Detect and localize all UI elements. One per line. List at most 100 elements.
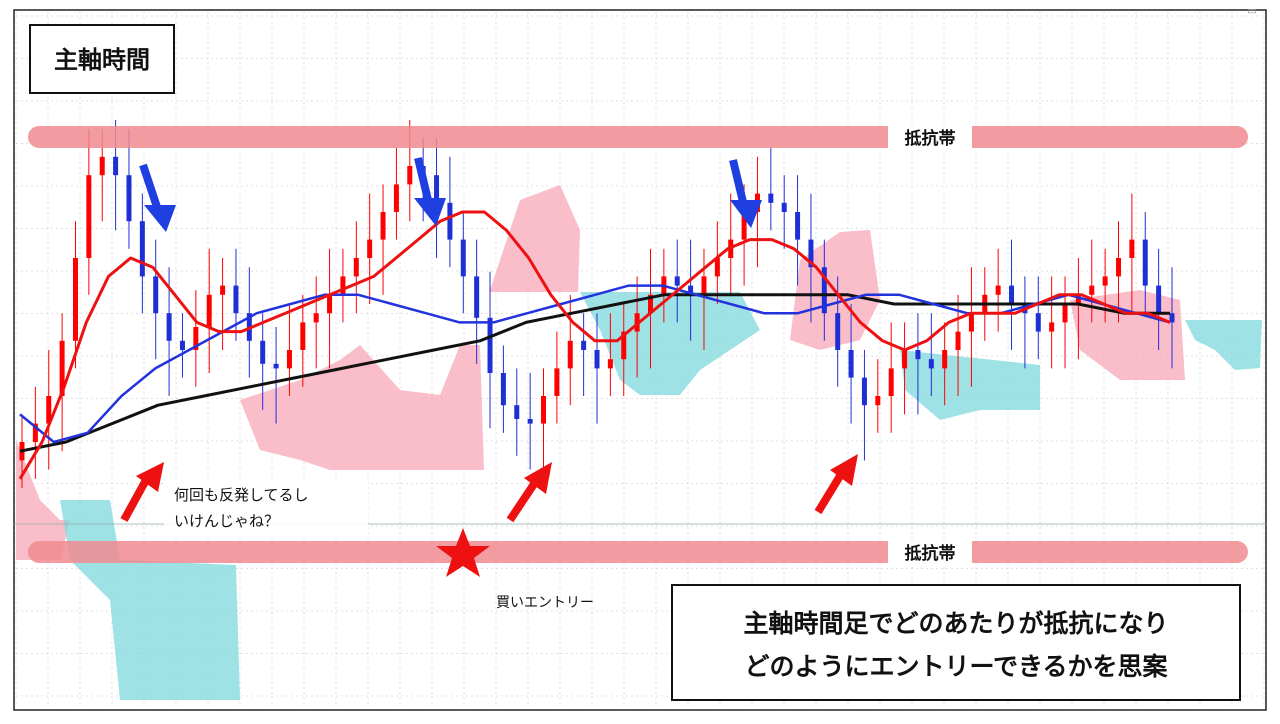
candle-body — [1142, 239, 1148, 286]
candle-body — [286, 350, 292, 369]
summary-box — [671, 584, 1241, 701]
candle-body — [153, 276, 159, 314]
candle-body — [1169, 313, 1175, 323]
candle-body — [835, 313, 841, 350]
resistance-label-bottom: 抵抗帯 — [905, 543, 956, 564]
candle-body — [848, 350, 854, 378]
candle-body — [594, 350, 600, 369]
menu-icon[interactable]: ▭ — [1247, 6, 1256, 17]
candle-body — [99, 156, 105, 176]
title-label: 主軸時間 — [54, 46, 150, 74]
arrow-up-icon — [506, 462, 552, 523]
candle-body — [915, 350, 921, 360]
candle-body — [701, 276, 707, 295]
candle-body — [1062, 304, 1068, 323]
arrow-up-icon — [814, 454, 858, 515]
arrow-down-icon — [729, 159, 762, 228]
summary-line1: 主軸時間足でどのあたりが抵抗になり — [743, 609, 1168, 638]
candle-body — [1129, 239, 1135, 258]
candle-body — [928, 359, 934, 369]
arrow-up-icon — [120, 462, 164, 522]
candle-body — [781, 202, 787, 212]
summary-line2: どのようにエントリーできるかを思案 — [744, 652, 1168, 681]
resistance-band-top-label-bg — [888, 124, 972, 150]
annotation-rebound-line2: いけんじゃね？ — [174, 512, 279, 530]
candle-body — [647, 294, 653, 314]
candle-body — [1116, 258, 1122, 277]
ma-fast-line — [18, 210, 1171, 480]
cloud-bear — [900, 350, 1040, 420]
arrow-down-icon — [414, 157, 446, 226]
candle-body — [688, 285, 694, 295]
resistance-band-bottom — [28, 541, 1248, 563]
ma-slow-line — [19, 293, 1170, 453]
candles — [19, 120, 1175, 488]
candle-body — [487, 317, 493, 373]
candle-body — [541, 396, 547, 424]
title-box — [29, 24, 175, 94]
candle-body — [1156, 285, 1162, 314]
candle-body — [500, 373, 506, 406]
annotation-box-bg — [164, 478, 368, 534]
candle-body — [233, 285, 239, 314]
cloud-bear — [580, 292, 760, 395]
candle-body — [514, 405, 520, 419]
candle-body — [220, 285, 226, 295]
candle-body — [300, 322, 306, 350]
candle-body — [139, 221, 145, 277]
candle-body — [260, 340, 266, 364]
candle-body — [527, 419, 533, 424]
resistance-label-top: 抵抗帯 — [905, 128, 956, 149]
candle-body — [1089, 285, 1095, 295]
candle-body — [353, 258, 359, 277]
candle-body — [206, 294, 212, 327]
candle-body — [86, 175, 92, 258]
candle-body — [380, 212, 386, 240]
candle-body — [447, 202, 453, 240]
candle-body — [113, 156, 119, 176]
candle-body — [741, 212, 747, 240]
candle-body — [888, 368, 894, 396]
candle-body — [193, 327, 199, 350]
cloud-bull — [16, 440, 70, 560]
candle-body — [313, 313, 319, 323]
candle-body — [714, 258, 720, 277]
candle-body — [861, 377, 867, 406]
annotation-rebound-line1: 何回も反発してるし — [174, 486, 309, 504]
candle-body — [460, 239, 466, 277]
candle-body — [902, 350, 908, 369]
candle-body — [407, 166, 413, 185]
candle-body — [434, 175, 440, 203]
candle-body — [942, 350, 948, 369]
candle-body — [273, 363, 279, 369]
candle-body — [1049, 322, 1055, 332]
candle-body — [59, 340, 65, 396]
candle-body — [808, 239, 814, 268]
candle-body — [581, 340, 587, 350]
resistance-band-top — [28, 126, 1248, 148]
candle-body — [621, 331, 627, 360]
candle-body — [995, 285, 1001, 295]
candle-body — [340, 276, 346, 295]
buy-entry-label: 買いエントリー — [496, 595, 594, 611]
candle-body — [166, 313, 172, 341]
star-icon — [436, 528, 490, 577]
candle-body — [955, 331, 961, 350]
cloud-bull — [490, 185, 580, 292]
candle-body — [32, 423, 38, 442]
cloud-bear — [1185, 320, 1262, 370]
candle-body — [607, 359, 613, 369]
resistance-band-bottom-label-bg — [888, 539, 972, 565]
candle-body — [179, 340, 185, 350]
candle-body — [1075, 294, 1081, 304]
candle-body — [1009, 285, 1015, 304]
candle-body — [1035, 313, 1041, 332]
candle-body — [126, 175, 132, 222]
candle-body — [968, 313, 974, 332]
candle-body — [327, 294, 333, 314]
candle-body — [393, 184, 399, 212]
candle-body — [72, 258, 78, 341]
candle-body — [567, 340, 573, 369]
cloud-bull — [240, 345, 484, 470]
